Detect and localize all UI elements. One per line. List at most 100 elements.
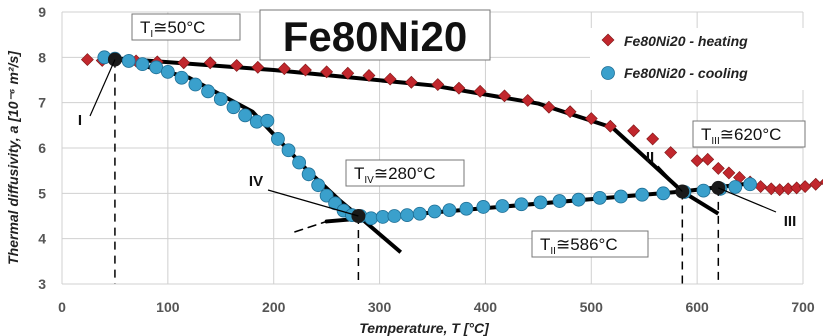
heating-point <box>701 152 715 166</box>
cooling-point <box>201 84 215 99</box>
critical-temp-label: TII≅586°C <box>540 235 618 257</box>
heating-point <box>809 177 823 191</box>
legend-circle-marker <box>601 66 615 80</box>
cooling-point <box>160 64 175 79</box>
x-tick-labels: 0 100 200 300 400 500 600 700 <box>58 299 815 315</box>
y-tick-label: 7 <box>38 95 46 111</box>
cooling-point <box>188 77 203 92</box>
x-tick-label: 200 <box>262 299 286 315</box>
heating-point <box>711 161 725 175</box>
cooling-point <box>226 100 241 115</box>
critical-temp-box <box>345 159 465 187</box>
cooling-point <box>311 178 326 193</box>
cooling-point <box>427 204 442 219</box>
heating-point <box>664 146 678 159</box>
heating-point <box>383 72 397 86</box>
critical-temp-box <box>131 13 241 41</box>
extrapolation-line <box>294 220 328 233</box>
cooling-point <box>614 189 628 204</box>
heating-point <box>473 84 487 98</box>
cooling-point <box>495 199 510 213</box>
numeral-pointer <box>267 189 359 217</box>
cooling-point <box>292 155 307 170</box>
y-tick-label: 9 <box>38 4 46 20</box>
critical-temp-label: TIII≅620°C <box>701 125 781 147</box>
data-marks <box>80 50 823 226</box>
x-tick-label: 300 <box>368 299 392 315</box>
numeral-pointer <box>657 165 683 192</box>
critical-temp-label: TIV≅280°C <box>354 164 436 186</box>
heating-point <box>251 60 265 74</box>
heating-point <box>542 100 556 114</box>
cooling-point <box>728 180 743 194</box>
legend-heating-label: Fe80Ni20 - heating <box>624 33 748 49</box>
heating-point <box>177 56 191 70</box>
heating-point <box>362 69 376 82</box>
heating-point <box>764 182 778 196</box>
chart-title: Fe80Ni20 <box>283 13 467 60</box>
legend-cooling-label: Fe80Ni20 - cooling <box>624 65 748 81</box>
y-tick-labels: 3 4 5 6 7 8 9 <box>38 4 46 292</box>
heating-point <box>80 53 94 67</box>
y-tick-label: 8 <box>38 49 46 65</box>
heating-point <box>452 81 466 95</box>
chart-title-box: Fe80Ni20 <box>259 9 491 61</box>
cooling-point <box>476 200 491 214</box>
critical-temp-label: TI≅50°C <box>140 18 205 40</box>
heating-point <box>603 119 617 133</box>
critical-point-numeral: I <box>78 112 82 129</box>
legend-diamond-marker <box>601 33 615 47</box>
cooling-point <box>743 177 757 192</box>
heating-point <box>277 62 291 76</box>
cooling-point <box>592 190 607 205</box>
heating-point <box>203 56 217 70</box>
x-tick-label: 500 <box>580 299 604 315</box>
heating-point <box>819 178 823 186</box>
critical-point-numeral: II <box>646 149 654 166</box>
heating-point <box>404 75 418 89</box>
cooling-point <box>459 201 474 216</box>
heating-point <box>563 105 577 119</box>
cooling-point <box>387 209 402 223</box>
cooling-point <box>696 183 711 198</box>
heating-point <box>521 93 535 107</box>
cooling-point <box>400 208 414 222</box>
heating-point <box>722 166 736 180</box>
cooling-point <box>238 108 253 123</box>
numeral-pointer <box>718 187 777 213</box>
heating-point <box>498 89 511 103</box>
cooling-point <box>635 187 649 202</box>
y-tick-label: 3 <box>38 276 46 292</box>
x-tick-label: 0 <box>58 299 66 315</box>
cooling-point <box>301 167 316 182</box>
cooling-point <box>213 92 228 106</box>
critical-point-numeral: IV <box>249 173 263 190</box>
heating-point <box>627 124 641 138</box>
critical-temp-box <box>531 230 649 258</box>
cooling-point <box>135 57 150 72</box>
x-tick-label: 600 <box>685 299 709 315</box>
cooling-point <box>281 143 296 158</box>
critical-temp-box <box>692 120 806 148</box>
heating-point <box>320 65 334 79</box>
cooling-point <box>533 195 548 210</box>
cooling-point <box>121 54 136 68</box>
x-axis-title: Temperature, T [°C] <box>359 320 490 336</box>
heating-point <box>230 59 244 72</box>
heating-point <box>431 78 445 91</box>
cooling-point <box>174 70 189 85</box>
legend: Fe80Ni20 - heating Fe80Ni20 - cooling <box>590 28 815 90</box>
heating-point <box>690 154 704 168</box>
cooling-point <box>412 206 427 221</box>
x-tick-label: 700 <box>791 299 815 315</box>
heating-point <box>584 112 598 125</box>
cooling-point <box>552 194 567 208</box>
heating-point <box>299 63 312 77</box>
cooling-point <box>375 210 390 224</box>
y-tick-label: 6 <box>38 140 46 156</box>
cooling-point <box>442 203 457 218</box>
cooling-point <box>271 132 285 146</box>
cooling-point <box>260 113 275 128</box>
y-tick-label: 4 <box>38 231 46 247</box>
